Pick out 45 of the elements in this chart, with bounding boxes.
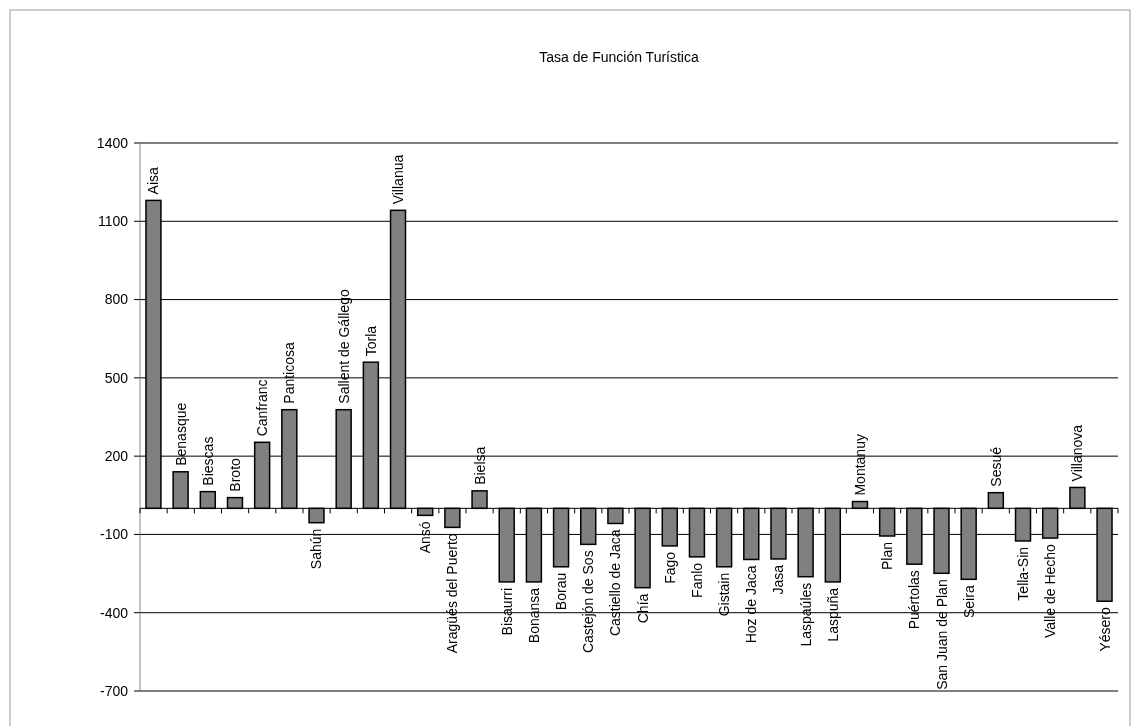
x-tick-label: Sallent de Gállego xyxy=(335,289,352,404)
x-tick-label: Montanuy xyxy=(851,434,868,496)
x-tick-label: Aisa xyxy=(145,166,162,195)
x-tick-label: Castiello de Jaca xyxy=(607,529,624,637)
x-tick-label: Biescas xyxy=(199,436,216,486)
x-tick-label: Sahún xyxy=(308,528,325,570)
chart-title: Tasa de Función Turística xyxy=(539,49,699,65)
x-tick-label: Villanua xyxy=(390,154,407,205)
x-tick-label: Benasque xyxy=(172,402,189,466)
x-tick-label: Ansó xyxy=(417,521,434,554)
y-tick-label: -400 xyxy=(99,604,129,621)
x-tick-label: San Juan de Plan xyxy=(933,579,950,690)
x-tick-label: Canfranc xyxy=(254,379,271,437)
y-tick-label: -700 xyxy=(99,682,129,699)
x-tick-label: Aragüés del Puerto xyxy=(444,533,461,654)
x-tick-label: Torla xyxy=(362,325,379,357)
x-tick-label: Puértolas xyxy=(906,570,923,630)
x-tick-label: Broto xyxy=(226,457,243,492)
x-tick-label: Laspaúles xyxy=(797,582,814,647)
x-tick-label: Bisaurri xyxy=(498,587,515,636)
x-tick-label: Yésero xyxy=(1096,607,1113,652)
x-tick-label: Bonansa xyxy=(525,587,542,644)
y-tick-label: 800 xyxy=(104,291,129,308)
x-tick-label: Bielsa xyxy=(471,446,488,485)
x-tick-label: Plan xyxy=(879,541,896,571)
x-tick-label: Castejón de Sos xyxy=(580,550,597,654)
y-tick-label: 500 xyxy=(104,369,129,386)
x-tick-label: Seira xyxy=(960,585,977,618)
x-tick-label: Panticosa xyxy=(281,342,298,404)
y-tick-label: -100 xyxy=(99,526,129,543)
x-tick-label: Gistain xyxy=(716,572,733,617)
y-tick-label: 200 xyxy=(104,448,129,465)
x-tick-label: Sesué xyxy=(987,446,1004,487)
x-tick-label: Fago xyxy=(661,551,678,584)
x-tick-label: Fanlo xyxy=(688,562,705,598)
x-tick-label: Villanova xyxy=(1069,424,1086,482)
x-tick-label: Valle de Hecho xyxy=(1042,543,1059,638)
x-tick-label: Tella-Sin xyxy=(1015,546,1032,601)
y-tick-label: 1400 xyxy=(96,134,129,151)
x-tick-label: Laspuña xyxy=(824,587,841,642)
x-tick-label: Chía xyxy=(634,593,651,624)
y-tick-label: 1100 xyxy=(97,213,129,230)
x-tick-label: Jasa xyxy=(770,564,787,595)
x-tick-label: Hoz de Jaca xyxy=(743,565,760,644)
x-tick-label: Borau xyxy=(553,572,570,611)
